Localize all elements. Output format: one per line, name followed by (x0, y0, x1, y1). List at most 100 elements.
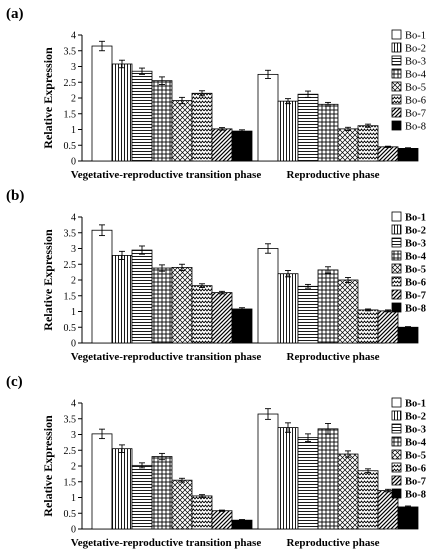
error-bar (99, 224, 105, 237)
error-bar (265, 408, 271, 420)
y-tick-label: 1.5 (64, 291, 77, 302)
error-bar (285, 98, 291, 105)
y-tick-label: 4 (71, 399, 76, 410)
error-bar (305, 90, 311, 98)
bar (231, 130, 253, 162)
bar (111, 63, 133, 162)
y-tick-label: 3.5 (64, 46, 77, 57)
legend-label: Bo-3 (405, 425, 426, 436)
y-tick-label: 2.5 (64, 260, 77, 271)
legend-label: Bo-2 (405, 226, 426, 237)
legend-swatch (391, 410, 402, 421)
bar (297, 285, 319, 344)
legend-label: Bo-5 (405, 451, 426, 462)
bar (337, 128, 359, 162)
error-bar (99, 428, 105, 440)
bar (231, 308, 253, 344)
bar (131, 464, 153, 530)
legend-swatch (391, 397, 402, 408)
bar (257, 413, 279, 530)
x-category-label: Reproductive phase (287, 169, 380, 181)
legend-label: Bo-6 (405, 464, 426, 475)
error-bar (385, 309, 391, 313)
y-tick-label: 3.5 (64, 228, 77, 239)
error-bar (345, 450, 351, 458)
bar (297, 437, 319, 530)
bar (131, 70, 153, 162)
bar (297, 93, 319, 162)
bar (191, 495, 213, 530)
y-axis-label: Relative Expression (41, 47, 55, 149)
error-bar (179, 96, 185, 105)
error-bar (159, 452, 165, 461)
y-tick-label: 1.5 (64, 109, 77, 120)
error-bar (285, 422, 291, 433)
error-bar (325, 266, 331, 274)
legend-label: Bo-3 (405, 57, 426, 68)
legend-swatch (391, 475, 402, 486)
legend-swatch (391, 263, 402, 274)
error-bar (179, 477, 185, 483)
error-bar (139, 67, 145, 75)
y-tick-label: 1 (71, 493, 76, 504)
bar (317, 269, 339, 344)
y-tick-label: 3.5 (64, 414, 77, 425)
legend-label: Bo-7 (405, 477, 426, 488)
error-bar (305, 283, 311, 289)
bar (151, 80, 173, 162)
error-bar (239, 129, 245, 133)
error-bar (179, 263, 185, 271)
error-bar (139, 245, 145, 255)
x-category-label: Vegetative-reproductive transition phase (71, 351, 262, 363)
error-bar (119, 59, 125, 69)
legend-label: Bo-5 (405, 83, 426, 94)
bar (191, 92, 213, 162)
y-tick-label: 0 (71, 339, 76, 350)
legend-swatch (391, 224, 402, 235)
x-category-label: Reproductive phase (287, 537, 380, 549)
y-tick-label: 4 (71, 213, 76, 224)
legend-swatch (391, 55, 402, 66)
error-bar (199, 494, 205, 498)
legend-swatch (391, 68, 402, 79)
legend-swatch (391, 237, 402, 248)
legend-swatch (391, 107, 402, 118)
bar (397, 326, 419, 344)
legend-swatch (391, 120, 402, 131)
legend-label: Bo-3 (405, 239, 426, 250)
bar (91, 229, 113, 344)
error-bar (325, 423, 331, 435)
bar (151, 456, 173, 530)
error-bar (119, 250, 125, 260)
error-bar (219, 509, 225, 512)
bar (337, 279, 359, 344)
error-bar (365, 308, 371, 312)
bar (377, 310, 399, 344)
bar (257, 248, 279, 344)
y-tick-label: 2.5 (64, 78, 77, 89)
legend-swatch (391, 436, 402, 447)
bar (357, 125, 379, 162)
error-bar (159, 76, 165, 85)
bar (317, 103, 339, 162)
bar (211, 510, 233, 530)
legend-label: Bo-5 (405, 265, 426, 276)
bar (191, 285, 213, 344)
legend-swatch (391, 81, 402, 92)
y-tick-label: 3 (71, 244, 76, 255)
bar (91, 45, 113, 162)
bar (277, 273, 299, 344)
bar (277, 427, 299, 530)
bar (171, 479, 193, 530)
y-tick-label: 0.5 (64, 509, 77, 520)
bar (91, 433, 113, 530)
error-bar (325, 101, 331, 107)
y-tick-label: 0.5 (64, 141, 77, 152)
y-tick-label: 0 (71, 525, 76, 536)
bar (211, 128, 233, 162)
legend-swatch (391, 488, 402, 499)
error-bar (405, 326, 411, 329)
legend-label: Bo-7 (405, 291, 426, 302)
y-tick-label: 2 (71, 276, 76, 287)
bar (151, 267, 173, 344)
